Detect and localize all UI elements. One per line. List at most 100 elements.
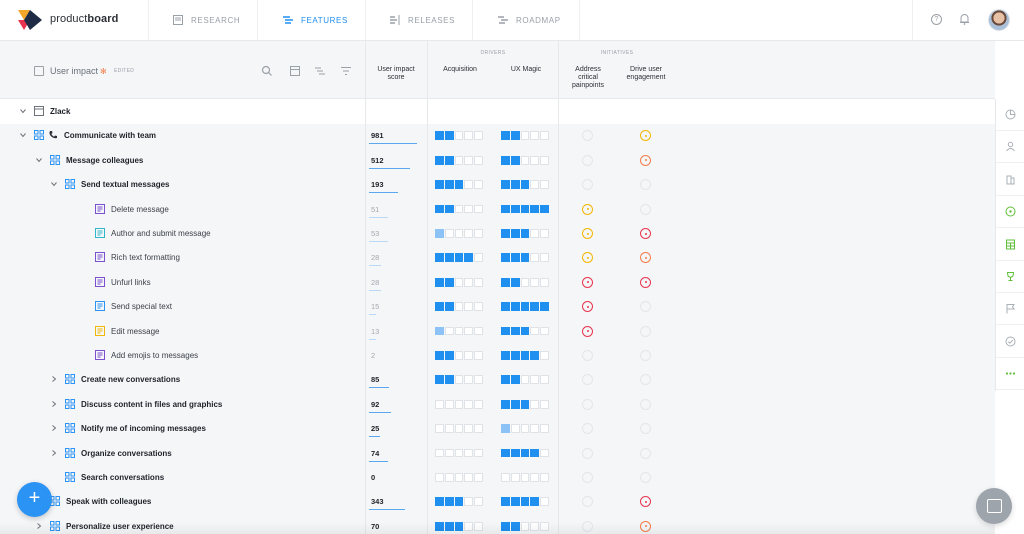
row-name[interactable]: Edit message <box>111 326 160 336</box>
rating-box[interactable] <box>501 229 510 238</box>
rating-box[interactable] <box>520 448 530 458</box>
rating-box[interactable] <box>510 497 520 507</box>
feature-row[interactable]: Send special text 15 <box>0 295 995 320</box>
rating-box[interactable] <box>474 521 483 531</box>
rating-box[interactable] <box>474 375 483 385</box>
acquisition-rating[interactable] <box>435 180 483 189</box>
rating-box[interactable] <box>464 155 474 165</box>
rating-box[interactable] <box>435 277 444 287</box>
tab-research[interactable]: RESEARCH <box>148 0 257 40</box>
initiative-painpoints-indicator[interactable] <box>582 374 593 386</box>
rating-box[interactable] <box>510 155 520 165</box>
rating-box[interactable] <box>444 399 454 409</box>
ux-magic-rating[interactable] <box>501 155 549 165</box>
component-row[interactable]: Search conversations 0 <box>0 466 995 491</box>
ux-magic-rating[interactable] <box>501 326 549 336</box>
initiative-painpoints-indicator[interactable] <box>582 350 593 361</box>
component-row[interactable]: Organize conversations 74 <box>0 441 995 466</box>
rating-box[interactable] <box>454 473 464 482</box>
sort-icon[interactable] <box>314 65 326 77</box>
view-title[interactable]: User impact ✻ <box>50 66 107 76</box>
ux-magic-rating[interactable] <box>501 302 549 311</box>
component-row[interactable]: Speak with colleagues 343 <box>0 490 995 515</box>
component-row[interactable]: Personalize user experience 70 <box>0 514 995 534</box>
acquisition-rating[interactable] <box>435 448 483 458</box>
rating-box[interactable] <box>540 155 549 165</box>
rating-box[interactable] <box>510 229 520 238</box>
rating-box[interactable] <box>435 521 444 531</box>
rating-box[interactable] <box>474 155 483 165</box>
chevron-right-icon[interactable] <box>51 449 57 456</box>
rating-box[interactable] <box>530 399 540 409</box>
rating-box[interactable] <box>520 229 530 238</box>
rating-box[interactable] <box>540 302 549 311</box>
rating-box[interactable] <box>530 204 540 214</box>
row-name[interactable]: Author and submit message <box>111 229 211 238</box>
rating-box[interactable] <box>444 473 454 482</box>
rating-box[interactable] <box>540 277 549 287</box>
rating-box[interactable] <box>444 351 454 360</box>
rating-box[interactable] <box>444 229 454 238</box>
component-row[interactable]: Discuss content in files and graphics 92 <box>0 392 995 418</box>
acquisition-rating[interactable] <box>435 302 483 311</box>
rating-box[interactable] <box>501 497 510 507</box>
row-name[interactable]: Unfurl links <box>111 277 151 287</box>
rating-box[interactable] <box>464 131 474 141</box>
rating-box[interactable] <box>520 424 530 433</box>
acquisition-rating[interactable] <box>435 399 483 409</box>
productboard-logo[interactable] <box>18 10 42 30</box>
rating-box[interactable] <box>464 302 474 311</box>
rating-box[interactable] <box>520 180 530 189</box>
rail-item[interactable] <box>996 326 1024 358</box>
rating-box[interactable] <box>520 473 530 482</box>
chevron-right-icon[interactable] <box>51 425 57 432</box>
rating-box[interactable] <box>530 253 540 263</box>
rating-box[interactable] <box>520 326 530 336</box>
initiative-painpoints-indicator[interactable] <box>582 520 593 532</box>
rating-box[interactable] <box>520 521 530 531</box>
ux-magic-rating[interactable] <box>501 448 549 458</box>
rating-box[interactable] <box>540 180 549 189</box>
rating-box[interactable] <box>474 351 483 360</box>
feature-row[interactable]: Edit message 13 <box>0 319 995 344</box>
ux-magic-rating[interactable] <box>501 204 549 214</box>
rating-box[interactable] <box>501 424 510 433</box>
rating-box[interactable] <box>510 131 520 141</box>
initiative-engagement-indicator[interactable] <box>640 252 651 264</box>
rating-box[interactable] <box>501 180 510 189</box>
rating-box[interactable] <box>464 497 474 507</box>
acquisition-rating[interactable] <box>435 326 483 336</box>
rating-box[interactable] <box>454 277 464 287</box>
acquisition-rating[interactable] <box>435 351 483 360</box>
rating-box[interactable] <box>435 326 444 336</box>
rating-box[interactable] <box>444 424 454 433</box>
add-button[interactable]: + <box>17 482 52 517</box>
row-name[interactable]: Speak with colleagues <box>66 497 152 507</box>
rating-box[interactable] <box>510 326 520 336</box>
rating-box[interactable] <box>444 253 454 263</box>
chevron-right-icon[interactable] <box>51 400 57 407</box>
rating-box[interactable] <box>520 351 530 360</box>
acquisition-rating[interactable] <box>435 253 483 263</box>
view-icon[interactable] <box>34 66 44 76</box>
rating-box[interactable] <box>454 229 464 238</box>
rating-box[interactable] <box>501 277 510 287</box>
rating-box[interactable] <box>540 448 549 458</box>
rating-box[interactable] <box>501 473 510 482</box>
rating-box[interactable] <box>444 497 454 507</box>
rating-box[interactable] <box>520 131 530 141</box>
rating-box[interactable] <box>530 229 540 238</box>
row-name[interactable]: Discuss content in files and graphics <box>81 399 223 409</box>
initiative-engagement-indicator[interactable] <box>640 472 651 483</box>
initiative-engagement-indicator[interactable] <box>640 228 651 239</box>
initiative-painpoints-indicator[interactable] <box>582 398 593 410</box>
rating-box[interactable] <box>454 497 464 507</box>
rating-box[interactable] <box>540 351 549 360</box>
rating-box[interactable] <box>501 375 510 385</box>
chevron-right-icon[interactable] <box>36 522 42 529</box>
rating-box[interactable] <box>540 131 549 141</box>
ux-magic-rating[interactable] <box>501 277 549 287</box>
column-user-impact-score[interactable]: User impact score <box>368 66 424 82</box>
rating-box[interactable] <box>501 351 510 360</box>
initiative-painpoints-indicator[interactable] <box>582 325 593 337</box>
